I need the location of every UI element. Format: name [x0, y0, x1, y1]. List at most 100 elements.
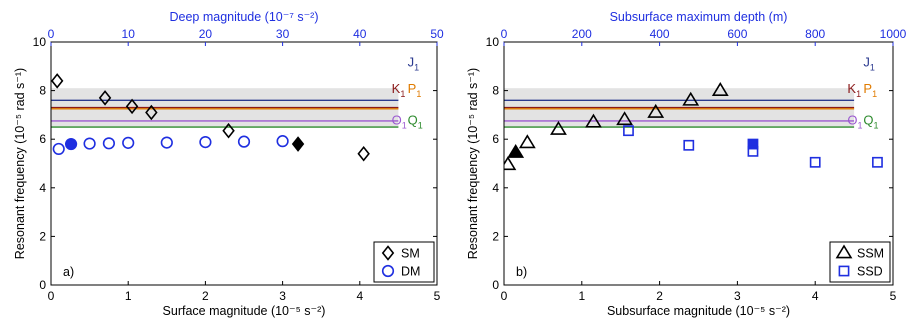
y-tick-label: 4: [492, 181, 499, 195]
y-tick-label: 2: [39, 229, 46, 243]
point-ssm-2: [518, 134, 536, 149]
data-points: [504, 82, 883, 171]
tidal-label-o1: O1: [847, 113, 862, 131]
tidal-label-q1: Q1: [863, 113, 878, 131]
tidal-label-q1: Q1: [408, 113, 423, 131]
tidal-label-letter: K: [847, 81, 856, 96]
y-axis-title: Resonant frequency (10⁻⁵ rad s⁻¹): [13, 68, 27, 259]
point-dm-4: [122, 136, 135, 149]
tidal-label-letter: J: [408, 54, 415, 69]
x-tick-label: 1: [578, 289, 585, 303]
y-tick-label: 10: [33, 35, 47, 49]
x2-tick-label: 20: [199, 27, 213, 41]
point-sm-0: [51, 73, 64, 89]
x-tick-label: 4: [812, 289, 819, 303]
x-axis-title: Surface magnitude (10⁻⁵ s⁻²): [163, 304, 326, 318]
panel-label: a): [63, 265, 74, 279]
x2-tick-label: 0: [501, 27, 508, 41]
point-sm-1: [98, 90, 112, 106]
x2-tick-label: 10: [122, 27, 136, 41]
point-ssd-1: [683, 139, 695, 151]
tidal-label-subscript: 1: [402, 121, 407, 131]
tidal-label-k1: K1: [392, 81, 406, 99]
point-dm-0: [52, 142, 65, 156]
point-dm-7: [237, 135, 251, 148]
legend: SSM SSD: [829, 241, 891, 283]
x-tick-label: 5: [890, 289, 897, 303]
y-tick-label: 0: [492, 278, 499, 292]
tidal-label-p1: P1: [408, 81, 422, 99]
x2-tick-label: 400: [650, 27, 670, 41]
legend-marker-ssm: [835, 244, 853, 259]
tidal-label-letter: Q: [408, 113, 418, 128]
legend-marker-dm: [381, 264, 395, 278]
y-tick-label: 10: [486, 35, 500, 49]
point-ssm-8: [711, 82, 729, 96]
point-sm-2: [125, 98, 139, 115]
y-axis-title: Resonant frequency (10⁻⁵ rad s⁻¹): [466, 68, 480, 259]
y-tick-label: 4: [39, 181, 46, 195]
point-ssd-5: [872, 156, 883, 168]
x2-tick-label: 200: [572, 27, 592, 41]
point-ssm-3: [550, 120, 567, 135]
point-ssd-4: [809, 156, 821, 168]
tidal-label-subscript: 1: [870, 62, 875, 72]
x-tick-label: 3: [279, 289, 286, 303]
point-sm-3: [145, 104, 158, 121]
point-ssd-3: [747, 145, 759, 157]
point-dm-8: [276, 135, 289, 148]
point-ssd-0: [623, 125, 634, 137]
y-tick-label: 8: [39, 84, 46, 98]
legend-label-sm: SM: [401, 247, 420, 261]
x-tick-label: 0: [501, 289, 508, 303]
point-dm-1: [64, 137, 78, 151]
tidal-label-letter: O: [392, 113, 402, 128]
tidal-label-subscript: 1: [856, 89, 861, 99]
x-tick-label: 5: [434, 289, 441, 303]
x-tick-label: 2: [202, 289, 209, 303]
tidal-label-subscript: 1: [858, 121, 863, 131]
tidal-label-subscript: 1: [418, 121, 423, 131]
tidal-label-subscript: 1: [874, 121, 879, 131]
y-tick-label: 0: [39, 278, 46, 292]
tidal-label-letter: J: [863, 54, 870, 69]
y-tick-label: 6: [39, 132, 46, 146]
x-tick-label: 4: [356, 289, 363, 303]
legend-marker-ssd: [838, 265, 850, 277]
point-dm-3: [102, 137, 115, 150]
plot-frame: [50, 41, 438, 286]
tidal-label-letter: Q: [863, 113, 873, 128]
plot-frame: [503, 41, 894, 286]
tidal-label-letter: K: [392, 81, 401, 96]
tidal-label-o1: O1: [392, 113, 407, 131]
point-dm-2: [83, 137, 96, 150]
x2-tick-label: 0: [48, 27, 55, 41]
data-points: [51, 73, 370, 162]
x-tick-label: 0: [48, 289, 55, 303]
tidal-label-letter: O: [847, 113, 857, 128]
x2-tick-label: 1000: [880, 27, 907, 41]
tidal-label-subscript: 1: [400, 89, 405, 99]
x-tick-label: 3: [734, 289, 741, 303]
tidal-label-letter: P: [408, 81, 417, 96]
y-tick-label: 8: [492, 84, 499, 98]
point-dm-5: [160, 136, 173, 149]
legend-label-ssm: SSM: [857, 247, 884, 261]
tidal-label-j1: J1: [408, 54, 420, 72]
x2-tick-label: 40: [353, 27, 367, 41]
x2-tick-label: 50: [430, 27, 444, 41]
x2-axis-title: Subsurface maximum depth (m): [610, 10, 788, 24]
point-ssm-4: [585, 113, 602, 128]
x2-tick-label: 600: [727, 27, 747, 41]
point-ssm-6: [647, 103, 665, 118]
tidal-label-subscript: 1: [416, 89, 421, 99]
panel-label: b): [516, 265, 527, 279]
legend-label-dm: DM: [401, 265, 420, 279]
x2-axis-title: Deep magnitude (10⁻⁷ s⁻²): [169, 10, 318, 24]
point-sm-4: [222, 122, 235, 139]
x-tick-label: 2: [656, 289, 663, 303]
legend-label-ssd: SSD: [857, 265, 883, 279]
x2-tick-label: 30: [276, 27, 290, 41]
